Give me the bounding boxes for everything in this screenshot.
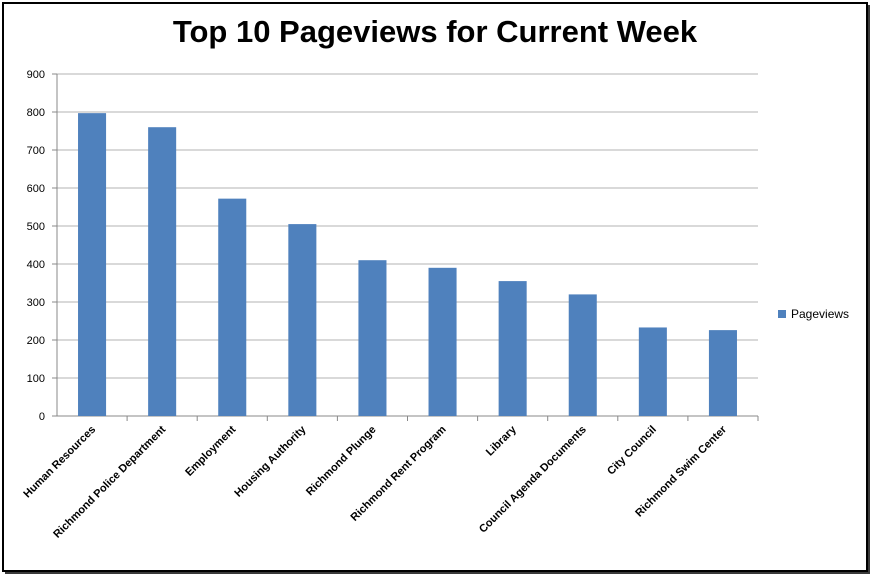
y-tick-label: 200 [27, 335, 45, 347]
y-tick-label: 800 [27, 107, 45, 119]
y-tick-label: 500 [27, 221, 45, 233]
x-tick-label: Housing Authority [232, 423, 309, 500]
x-tick-label: Richmond Police Department [51, 423, 168, 540]
bar [218, 198, 247, 416]
legend-label: Pageviews [791, 307, 849, 321]
y-tick-label: 700 [27, 145, 45, 157]
y-tick-label: 300 [27, 297, 45, 309]
y-axis-ticks: 0 100 200 300 400 500 600 700 800 900 [27, 69, 58, 423]
bar [428, 267, 457, 416]
y-tick-label: 0 [39, 411, 45, 423]
bar [638, 327, 667, 416]
bar [568, 294, 597, 416]
bar [288, 224, 317, 416]
bar [498, 281, 527, 416]
legend: Pageviews [778, 307, 849, 321]
x-tick-label: Library [484, 423, 519, 458]
bars [78, 113, 737, 416]
y-tick-label: 100 [27, 373, 45, 385]
legend-swatch [778, 310, 786, 318]
bar [708, 330, 737, 416]
y-tick-label: 900 [27, 69, 45, 81]
y-tick-label: 600 [27, 183, 45, 195]
x-tick-label: Richmond Plunge [304, 424, 379, 499]
x-tick-label: Human Resources [21, 424, 98, 501]
bar [78, 113, 107, 416]
x-tick-label: Employment [183, 423, 238, 478]
bar [358, 260, 387, 416]
x-tick-label: City Council [605, 424, 659, 478]
chart-title: Top 10 Pageviews for Current Week [172, 14, 698, 49]
y-tick-label: 400 [27, 259, 45, 271]
bar [148, 127, 177, 416]
